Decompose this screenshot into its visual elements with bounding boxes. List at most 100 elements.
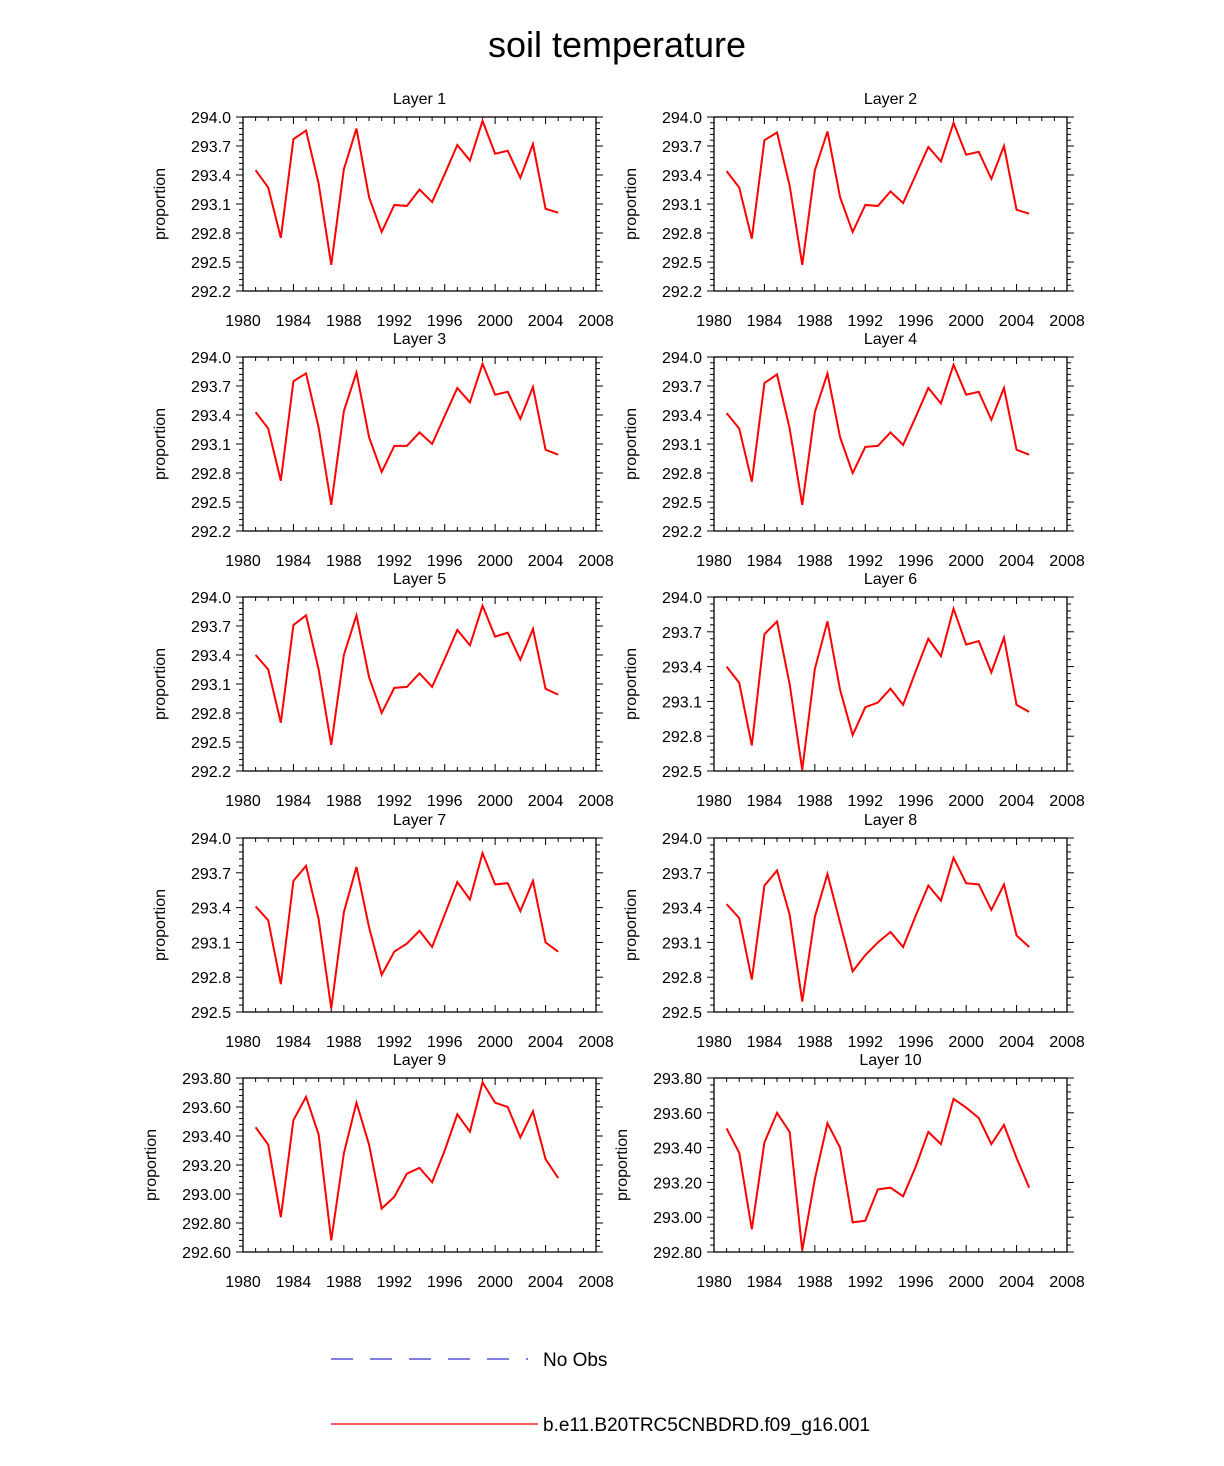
y-tick-label: 292.8	[662, 226, 702, 243]
y-tick-label: 293.60	[653, 1106, 702, 1123]
plot-frame	[713, 116, 1068, 292]
y-tick-label: 293.1	[191, 197, 231, 214]
x-tick-label: 2008	[1049, 1274, 1085, 1291]
y-tick-label: 292.2	[191, 764, 231, 781]
x-tick-label: 1980	[696, 1034, 732, 1051]
x-tick-label: 1984	[747, 313, 783, 330]
y-tick-label: 293.60	[182, 1100, 231, 1117]
x-tick-label: 2000	[948, 793, 984, 810]
y-tick-label: 293.1	[662, 197, 702, 214]
y-axis-label: proportion	[623, 648, 640, 720]
x-tick-label: 2000	[477, 313, 513, 330]
y-tick-label: 292.2	[191, 284, 231, 301]
x-tick-label: 2008	[1049, 1034, 1085, 1051]
y-axis-label: proportion	[143, 1129, 160, 1201]
y-tick-label: 292.8	[662, 729, 702, 746]
x-tick-label: 2000	[477, 553, 513, 570]
figure-title: soil temperature	[488, 24, 746, 65]
y-tick-label: 293.4	[191, 901, 231, 918]
panel-layer-6: 1980 1984 1988 1992 1996 2000 2004 2008 292.5 292…	[623, 571, 1085, 810]
panel-layer-7: 1980 1984 1988 1992 1996 2000 2004 2008 292.5 292…	[152, 812, 614, 1051]
x-tick-label: 1992	[847, 1034, 883, 1051]
series-line-model	[725, 361, 1030, 506]
y-tick-label: 293.7	[662, 139, 702, 156]
x-tick-label: 1988	[326, 553, 362, 570]
plot-frame	[713, 1077, 1068, 1253]
y-tick-label: 293.7	[662, 625, 702, 642]
y-tick-label: 293.1	[191, 677, 231, 694]
x-tick-label: 2008	[1049, 313, 1085, 330]
plot-frame	[242, 1077, 597, 1253]
y-tick-label: 293.1	[662, 694, 702, 711]
y-tick-label: 292.5	[191, 735, 231, 752]
y-tick-label: 293.40	[182, 1129, 231, 1146]
x-tick-label: 1984	[747, 793, 783, 810]
y-tick-label: 292.5	[191, 255, 231, 272]
y-tick-label: 293.4	[662, 660, 702, 677]
y-tick-label: 292.80	[182, 1216, 231, 1233]
x-tick-label: 1992	[376, 793, 412, 810]
x-tick-label: 1988	[797, 1034, 833, 1051]
y-tick-label: 292.2	[662, 284, 702, 301]
legend: No Obs b.e11.B20TRC5CNBDRD.f09_g16.001	[331, 1350, 870, 1436]
x-tick-label: 2008	[578, 313, 614, 330]
x-tick-label: 2000	[477, 793, 513, 810]
y-axis-label: proportion	[152, 648, 169, 720]
x-tick-label: 2004	[528, 553, 564, 570]
panel-layer-8: 1980 1984 1988 1992 1996 2000 2004 2008 292.5 292…	[623, 812, 1085, 1051]
y-tick-label: 293.80	[653, 1071, 702, 1088]
y-tick-label: 293.1	[662, 935, 702, 952]
y-tick-label: 292.8	[191, 706, 231, 723]
y-tick-label: 293.20	[653, 1175, 702, 1192]
legend-label-no-obs: No Obs	[543, 1350, 607, 1371]
series-line-model	[725, 119, 1030, 266]
x-tick-label: 2004	[999, 313, 1035, 330]
y-tick-label: 293.7	[191, 866, 231, 883]
x-tick-label: 1980	[696, 313, 732, 330]
y-tick-label: 294.0	[191, 110, 231, 127]
y-tick-label: 294.0	[662, 350, 702, 367]
series-line-model	[254, 360, 559, 506]
y-tick-label: 292.5	[191, 1005, 231, 1022]
y-tick-label: 294.0	[662, 590, 702, 607]
y-tick-label: 292.80	[653, 1245, 702, 1262]
x-tick-label: 2008	[578, 1274, 614, 1291]
x-tick-label: 1984	[276, 553, 312, 570]
x-tick-label: 1984	[276, 793, 312, 810]
x-tick-label: 1992	[847, 553, 883, 570]
plot-frame	[713, 596, 1068, 772]
y-tick-label: 294.0	[191, 590, 231, 607]
y-axis-label: proportion	[623, 889, 640, 961]
y-tick-label: 293.20	[182, 1158, 231, 1175]
x-tick-label: 2004	[528, 313, 564, 330]
x-tick-label: 1996	[898, 1034, 934, 1051]
x-tick-label: 1984	[747, 1034, 783, 1051]
x-tick-label: 2008	[578, 553, 614, 570]
y-tick-label: 293.80	[182, 1071, 231, 1088]
y-axis-label: proportion	[152, 168, 169, 240]
panel-grid: 1980 1984 1988 1992 1996 2000 2004 2008 292.2 292…	[143, 91, 1085, 1291]
x-tick-label: 1992	[847, 1274, 883, 1291]
y-tick-label: 292.8	[191, 226, 231, 243]
x-tick-label: 2004	[528, 793, 564, 810]
panel-layer-2: 1980 1984 1988 1992 1996 2000 2004 2008 292.2 292…	[623, 91, 1085, 330]
y-axis-label: proportion	[623, 408, 640, 480]
y-tick-label: 293.1	[662, 437, 702, 454]
y-tick-label: 292.8	[191, 466, 231, 483]
y-axis-label: proportion	[152, 408, 169, 480]
x-tick-label: 1984	[747, 553, 783, 570]
x-tick-label: 1988	[797, 793, 833, 810]
y-tick-label: 294.0	[662, 831, 702, 848]
panel-title: Layer 7	[393, 812, 446, 829]
y-tick-label: 293.4	[662, 408, 702, 425]
y-tick-label: 292.8	[662, 466, 702, 483]
y-tick-label: 292.5	[662, 764, 702, 781]
y-tick-label: 292.2	[191, 524, 231, 541]
x-tick-label: 1992	[847, 313, 883, 330]
x-tick-label: 1980	[225, 313, 261, 330]
x-tick-label: 1988	[797, 1274, 833, 1291]
series-line-model	[725, 605, 1030, 770]
x-tick-label: 1996	[898, 313, 934, 330]
x-tick-label: 1980	[225, 1274, 261, 1291]
x-tick-label: 2000	[948, 1274, 984, 1291]
